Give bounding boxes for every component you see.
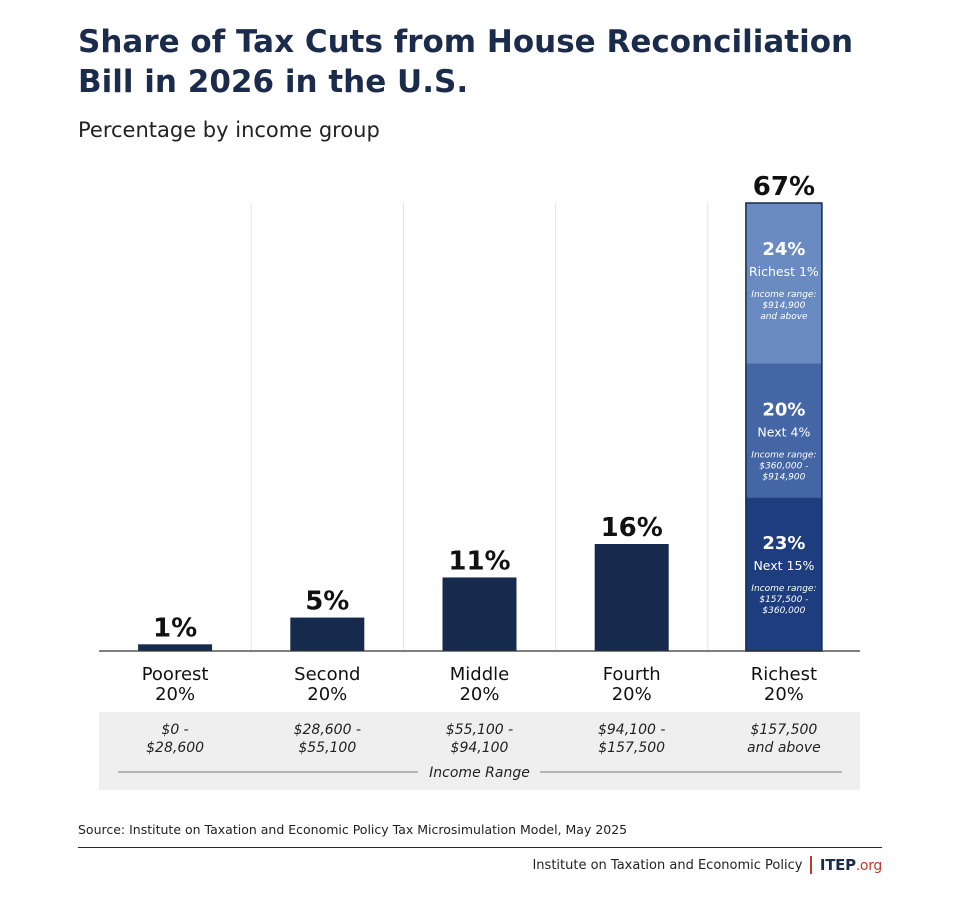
data-label: 1% bbox=[153, 613, 197, 643]
range-label: $157,500 bbox=[750, 722, 817, 738]
segment-name-label: Richest 1% bbox=[749, 264, 819, 279]
chart-title: Share of Tax Cuts from House Reconciliat… bbox=[78, 24, 854, 100]
segment-range-line: $360,000 bbox=[762, 606, 805, 616]
data-label: 5% bbox=[305, 587, 349, 617]
tick-label: 20% bbox=[459, 684, 499, 705]
income-range-band bbox=[99, 712, 860, 790]
tick-label: 20% bbox=[764, 684, 804, 705]
org-name: Institute on Taxation and Economic Polic… bbox=[532, 857, 803, 873]
range-label: $94,100 bbox=[451, 740, 509, 756]
segment-value-label: 24% bbox=[762, 239, 805, 260]
stacked-segment bbox=[745, 497, 822, 651]
bar bbox=[594, 544, 669, 651]
range-label: $94,100 - bbox=[598, 722, 665, 738]
range-label: $55,100 - bbox=[446, 722, 513, 738]
itep-logo[interactable]: ITEP.org bbox=[820, 856, 882, 874]
segment-name-label: Next 4% bbox=[757, 424, 810, 439]
range-label: $28,600 - bbox=[294, 722, 361, 738]
chart-subtitle: Percentage by income group bbox=[78, 118, 380, 142]
footer-divider bbox=[78, 847, 882, 848]
logo-tld: .org bbox=[855, 858, 883, 874]
tick-label: Fourth bbox=[603, 664, 661, 685]
tick-label: 20% bbox=[612, 684, 652, 705]
x-axis-label: Income Range bbox=[429, 765, 530, 781]
segment-range-title: Income range: bbox=[751, 290, 816, 300]
footer-attribution: Institute on Taxation and Economic Polic… bbox=[532, 856, 882, 874]
segment-range-line: $914,900 bbox=[762, 301, 805, 311]
bar bbox=[138, 644, 213, 651]
stacked-segment bbox=[745, 363, 822, 498]
segment-range-line: $914,900 bbox=[762, 472, 805, 482]
tick-label: 20% bbox=[307, 684, 347, 705]
tick-label: Poorest bbox=[142, 664, 209, 685]
bar bbox=[290, 617, 365, 651]
tick-label: Middle bbox=[450, 664, 509, 685]
tick-label: 20% bbox=[155, 684, 195, 705]
data-label: 16% bbox=[601, 513, 663, 543]
data-label: 11% bbox=[448, 546, 510, 576]
stacked-segment bbox=[745, 203, 822, 364]
tick-label: Second bbox=[294, 664, 360, 685]
footer-separator bbox=[810, 856, 812, 874]
tick-label: Richest bbox=[751, 664, 817, 685]
segment-range-line: $157,500 - bbox=[759, 595, 808, 605]
segment-range-line: $360,000 - bbox=[759, 461, 808, 471]
data-label: 67% bbox=[753, 172, 815, 202]
range-label: $28,600 bbox=[146, 740, 204, 756]
source-note: Source: Institute on Taxation and Econom… bbox=[78, 822, 628, 837]
range-label: $0 - bbox=[161, 722, 188, 738]
range-label: $55,100 bbox=[298, 740, 356, 756]
bar bbox=[442, 577, 517, 651]
logo-main: ITEP bbox=[819, 856, 856, 874]
range-label: $157,500 bbox=[598, 740, 665, 756]
segment-range-title: Income range: bbox=[751, 584, 816, 594]
segment-range-line: and above bbox=[760, 312, 808, 322]
segment-value-label: 23% bbox=[762, 533, 805, 554]
segment-name-label: Next 15% bbox=[753, 558, 814, 573]
segment-value-label: 20% bbox=[762, 399, 805, 420]
range-label: and above bbox=[747, 740, 821, 756]
segment-range-title: Income range: bbox=[751, 450, 816, 460]
